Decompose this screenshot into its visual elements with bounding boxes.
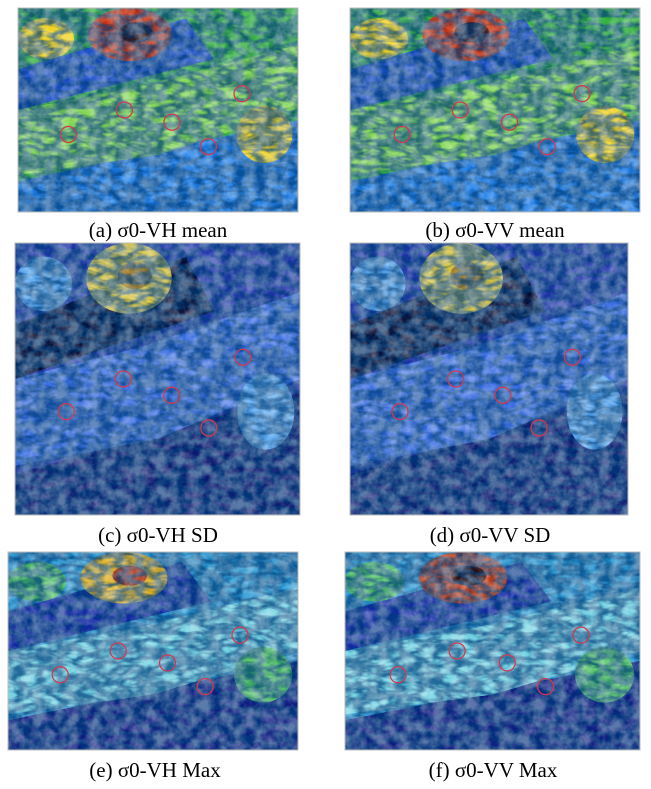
sample-circle [393, 125, 411, 144]
sample-circle [199, 138, 218, 156]
sample-circle [451, 101, 469, 119]
sample-circle [572, 626, 590, 644]
panel-image [15, 243, 300, 515]
sample-circle [530, 419, 548, 437]
sample-circle [233, 85, 251, 103]
texture [8, 552, 298, 750]
image-frame [349, 7, 641, 213]
sample-circle [57, 402, 75, 421]
caption: (f) σ0-VV Max [429, 758, 558, 782]
caption: (a) σ0-VH mean [89, 218, 228, 242]
sample-circle [51, 666, 69, 684]
panel-image [8, 552, 298, 750]
image-frame [7, 551, 299, 751]
sample-circle [389, 666, 407, 684]
caption: (c) σ0-VH SD [98, 523, 218, 547]
texture [350, 8, 640, 212]
sample-circle [448, 642, 466, 660]
panel-image [350, 243, 628, 515]
caption: (d) σ0-VV SD [430, 523, 551, 547]
sample-circle [391, 402, 409, 421]
caption: (e) σ0-VH Max [89, 758, 221, 782]
image-frame [17, 7, 299, 213]
panel-image [345, 552, 640, 750]
sample-circle [59, 125, 78, 144]
image-frame [344, 551, 641, 751]
sample-circle [234, 348, 252, 366]
sample-circle [158, 654, 177, 672]
sample-circle [536, 677, 555, 696]
sample-circle [538, 138, 556, 156]
sample-circle [114, 370, 132, 388]
sample-circle [115, 101, 134, 119]
texture [15, 243, 300, 515]
image-frame [349, 242, 629, 516]
sample-circle [163, 386, 181, 404]
sample-circle [563, 348, 582, 366]
texture [345, 552, 640, 750]
sample-circle [200, 419, 218, 437]
image-frame [14, 242, 301, 516]
panel-image [18, 8, 298, 212]
sample-circle [573, 85, 591, 103]
sample-circle [500, 113, 519, 131]
sample-circle [109, 642, 127, 660]
sample-circle [231, 626, 249, 644]
sample-circle [494, 386, 512, 404]
panel-image [350, 8, 640, 212]
texture [350, 243, 628, 515]
sample-circle [163, 113, 181, 131]
caption: (b) σ0-VV mean [425, 218, 565, 242]
sample-circle [196, 677, 214, 696]
texture [18, 8, 298, 212]
sample-circle [498, 654, 516, 672]
sample-circle [446, 370, 465, 388]
